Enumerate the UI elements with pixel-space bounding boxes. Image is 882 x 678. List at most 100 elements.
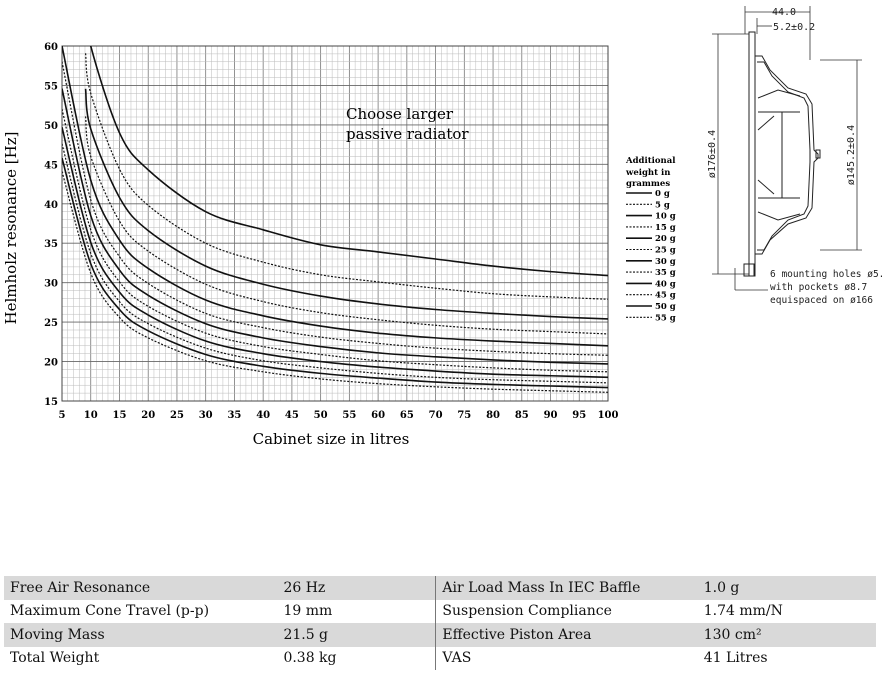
y-tick-label: 25 — [44, 318, 58, 329]
legend-label: 0 g — [655, 189, 670, 199]
legend-label: 20 g — [655, 234, 676, 244]
y-axis-label: Helmholz resonance [Hz] — [2, 132, 20, 325]
series-line-0g — [89, 46, 608, 277]
legend-label: 50 g — [655, 302, 676, 312]
spec-label: Moving Mass — [4, 623, 278, 647]
y-tick-label: 35 — [44, 239, 58, 250]
legend-label: 35 g — [655, 268, 676, 278]
table-row: Maximum Cone Travel (p-p) 19 mm Suspensi… — [4, 599, 876, 623]
spec-label: Total Weight — [10, 650, 100, 667]
table-row: Moving Mass 21.5 g Effective Piston Area… — [4, 623, 876, 647]
legend-label: 10 g — [655, 212, 676, 222]
x-tick-label: 80 — [486, 410, 500, 421]
legend-label: 5 g — [655, 200, 670, 210]
x-tick-label: 75 — [457, 410, 471, 421]
x-tick-label: 90 — [544, 410, 558, 421]
x-tick-label: 20 — [141, 410, 155, 421]
y-tick-label: 20 — [44, 358, 58, 369]
legend-label: 15 g — [655, 223, 676, 233]
spec-value: 19 mm — [283, 603, 333, 620]
series-line-45g — [62, 143, 608, 384]
note-line-2: with pockets ø8.7 — [770, 282, 867, 293]
plot-frame — [61, 45, 609, 402]
dim-outer-label: ø176±0.4 — [707, 130, 718, 178]
x-tick-label: 70 — [429, 410, 443, 421]
legend-label: 55 g — [655, 313, 676, 323]
spec-value: 21.5 g — [277, 623, 436, 647]
legend-title-line-1: Additional — [625, 156, 676, 166]
spec-value: 1.74 mm/N — [703, 603, 783, 620]
y-tick-label: 55 — [44, 81, 58, 92]
spec-value: 26 Hz — [277, 576, 436, 600]
note-line-1: 6 mounting holes ø5.0 — [770, 269, 882, 280]
spec-label: Air Load Mass In IEC Baffle — [435, 576, 698, 600]
x-tick-label: 85 — [515, 410, 529, 421]
x-tick-label: 15 — [113, 410, 127, 421]
chart-grid — [61, 45, 609, 402]
note-line-3: equispaced on ø166 — [770, 295, 873, 306]
table-row: Total Weight 0.38 kg VAS 41 Litres — [4, 646, 876, 670]
legend-items: 0 g5 g 10 g15 g20 g 25 g30 g35 g40 g 45 g50… — [626, 189, 676, 323]
dimension-lines — [712, 6, 862, 291]
y-tick-label: 50 — [44, 121, 58, 132]
series-line-10g — [84, 88, 608, 320]
spec-table: Free Air Resonance 26 Hz Air Load Mass I… — [4, 576, 876, 670]
x-tick-label: 35 — [227, 410, 241, 421]
driver-drawing: 44.0 5.2±0.2 ø176±0.4 ø145.2±0.4 6 mount… — [707, 6, 882, 306]
series-line-55g — [62, 171, 608, 393]
x-axis-label: Cabinet size in litres — [253, 430, 410, 448]
spec-label: VAS — [435, 646, 698, 670]
spec-label: Suspension Compliance — [435, 599, 698, 623]
x-tick-label: 45 — [285, 410, 299, 421]
x-tick-label: 30 — [199, 410, 213, 421]
x-tick-label: 95 — [572, 410, 586, 421]
legend: Additional weight in grammes 0 g5 g 10 g1… — [625, 156, 676, 323]
spec-label: Free Air Resonance — [4, 576, 278, 600]
series-line-25g — [62, 61, 608, 356]
annotation-line-1: Choose larger — [346, 105, 454, 123]
x-tick-label: 10 — [84, 410, 98, 421]
spec-value: 1.0 g — [697, 576, 876, 600]
legend-label: 25 g — [655, 246, 676, 256]
x-tick-label: 100 — [598, 410, 619, 421]
y-tick-label: 30 — [44, 279, 58, 290]
x-tick-label: 50 — [314, 410, 328, 421]
series-line-20g — [62, 46, 608, 347]
dim-inner-label: ø145.2±0.4 — [846, 125, 857, 185]
legend-title-line-3: grammes — [626, 179, 670, 189]
x-tick-labels: 5 10 15 20 25 30 35 40 45 50 55 60 65 70 75 80 85 90 95 100 — [59, 410, 619, 421]
y-tick-label: 40 — [44, 200, 58, 211]
series-line-40g — [62, 127, 608, 379]
dim-overall-label: 44.0 — [772, 7, 796, 18]
series-line-30g — [62, 88, 608, 365]
x-tick-label: 55 — [342, 410, 356, 421]
x-tick-label: 60 — [371, 410, 385, 421]
driver-profile — [743, 31, 821, 277]
x-tick-label: 65 — [400, 410, 414, 421]
chart-curves — [62, 46, 608, 393]
legend-label: 45 g — [655, 291, 676, 301]
legend-label: 40 g — [655, 279, 676, 289]
x-tick-label: 25 — [170, 410, 184, 421]
x-tick-label: 40 — [256, 410, 270, 421]
spec-label: Effective Piston Area — [435, 623, 698, 647]
y-tick-label: 15 — [44, 397, 58, 408]
spec-value: 130 cm² — [697, 623, 876, 647]
helmholtz-chart: 5 10 15 20 25 30 35 40 45 50 55 60 65 70 75 80 85 90 95 100… — [2, 42, 676, 448]
x-tick-label: 5 — [59, 410, 66, 421]
dim-flange-label: 5.2±0.2 — [773, 22, 815, 33]
series-line-35g — [62, 108, 608, 373]
series-line-15g — [84, 116, 608, 335]
y-tick-label: 60 — [44, 42, 58, 53]
series-line-50g — [62, 157, 608, 389]
y-tick-label: 45 — [44, 160, 58, 171]
series-line-5g — [84, 53, 608, 300]
spec-value: 0.38 kg — [283, 650, 337, 667]
table-row: Free Air Resonance 26 Hz Air Load Mass I… — [4, 576, 876, 600]
y-tick-labels: 15 20 25 30 35 40 45 50 55 60 — [44, 42, 58, 408]
spec-value: 41 Litres — [703, 650, 768, 667]
spec-label: Maximum Cone Travel (p-p) — [10, 603, 210, 620]
legend-title-line-2: weight in — [625, 168, 670, 178]
legend-label: 30 g — [655, 257, 676, 267]
annotation-line-2: passive radiator — [346, 125, 469, 143]
